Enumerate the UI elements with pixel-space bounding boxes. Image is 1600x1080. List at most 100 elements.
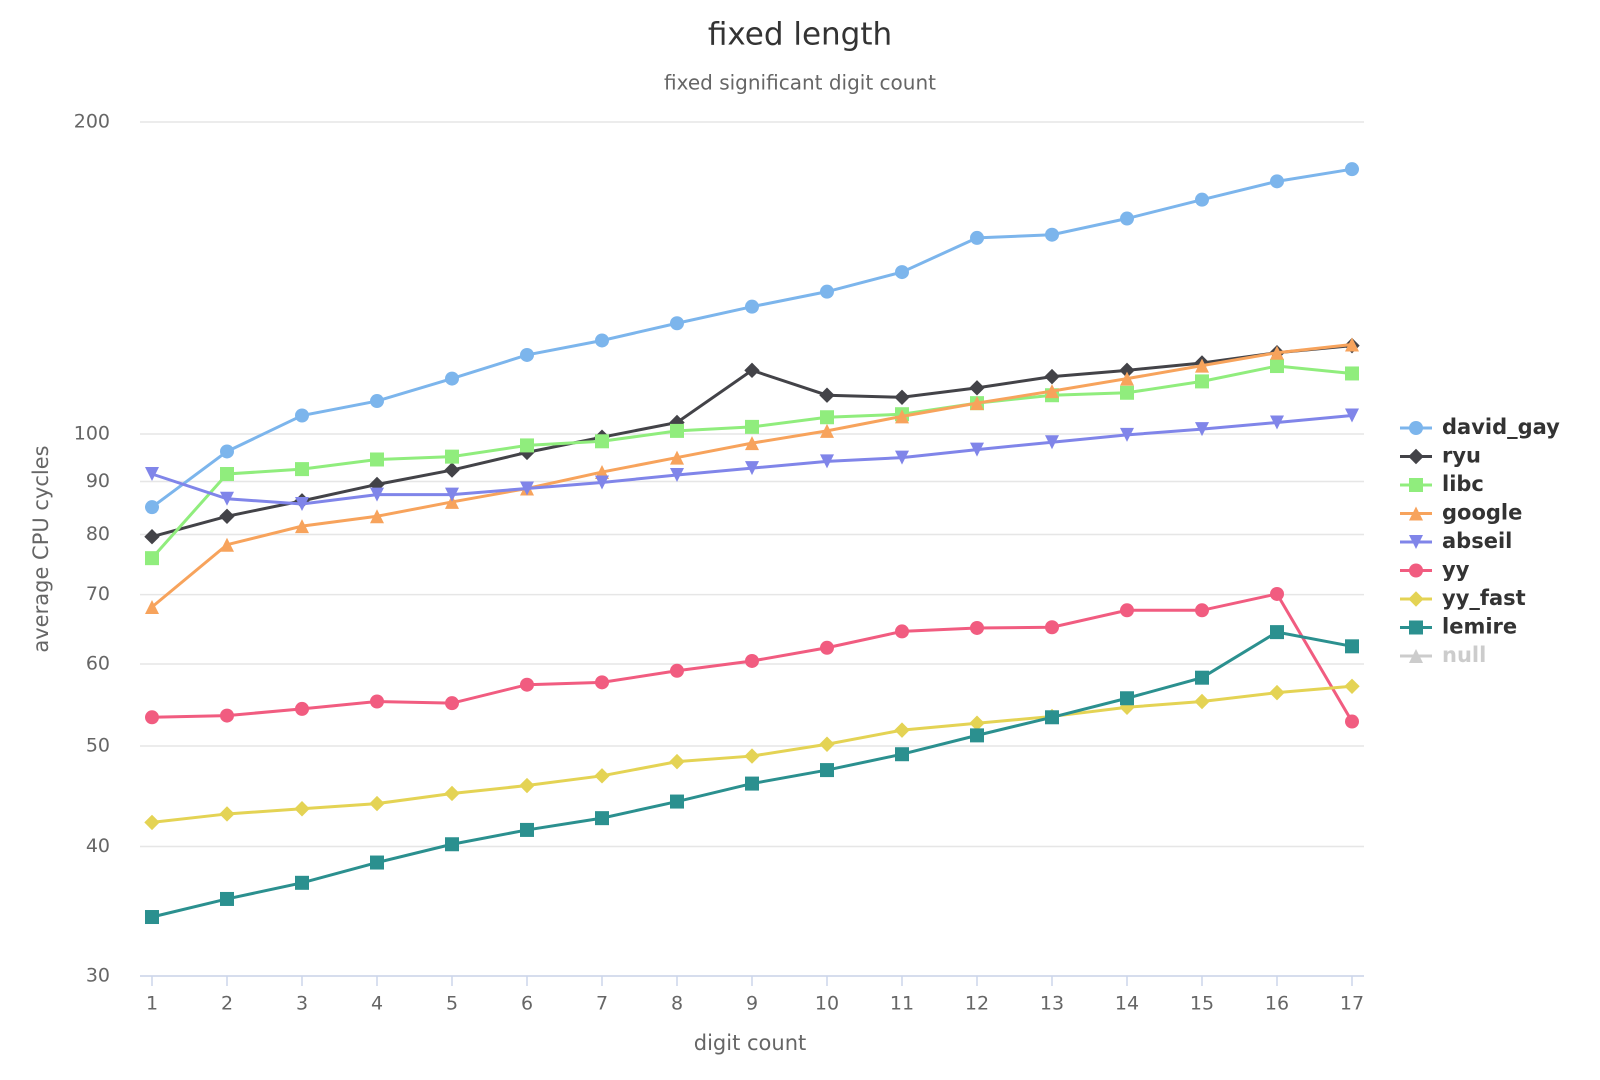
legend-item[interactable]: null — [1400, 643, 1486, 667]
x-tick-label: 7 — [596, 993, 608, 1015]
marker — [1270, 586, 1284, 601]
legend-item[interactable]: ryu — [1400, 444, 1481, 468]
marker — [1045, 620, 1059, 635]
marker — [444, 462, 460, 478]
legend-item[interactable]: lemire — [1400, 615, 1517, 639]
marker — [1409, 649, 1423, 663]
marker — [745, 653, 759, 668]
marker — [670, 316, 684, 331]
marker — [1409, 535, 1423, 549]
marker — [1345, 162, 1359, 177]
marker — [670, 794, 684, 809]
marker — [894, 722, 910, 738]
marker — [1409, 506, 1423, 521]
marker — [445, 494, 459, 509]
y-tick-label: 100 — [74, 423, 110, 445]
marker — [294, 801, 310, 817]
marker — [220, 891, 234, 906]
marker — [1270, 625, 1284, 640]
marker — [445, 696, 459, 711]
marker — [1045, 227, 1059, 242]
marker — [820, 423, 834, 438]
marker — [1119, 362, 1135, 379]
marker — [670, 467, 684, 482]
marker — [370, 394, 384, 409]
x-tick-label: 4 — [371, 993, 383, 1015]
marker — [820, 410, 834, 425]
marker — [445, 487, 459, 502]
marker — [219, 806, 235, 822]
series-line — [151, 167, 1353, 509]
marker — [820, 284, 834, 299]
marker — [895, 265, 909, 280]
marker — [894, 389, 910, 406]
x-tick-label: 17 — [1340, 993, 1364, 1015]
marker — [220, 537, 234, 552]
series — [145, 408, 1359, 512]
legend-label: libc — [1442, 472, 1484, 496]
marker — [1345, 408, 1359, 423]
marker — [1195, 358, 1209, 373]
y-tick-label: 40 — [86, 835, 110, 857]
marker — [1409, 563, 1423, 578]
marker — [1270, 359, 1284, 374]
marker — [669, 753, 685, 770]
marker — [220, 491, 234, 506]
marker — [595, 333, 609, 348]
marker — [670, 423, 684, 438]
x-tick-label: 6 — [521, 993, 533, 1015]
marker — [595, 811, 609, 826]
marker — [744, 748, 760, 764]
marker — [444, 785, 460, 802]
legend-label: ryu — [1442, 444, 1481, 468]
marker — [369, 795, 385, 812]
marker — [745, 461, 759, 476]
marker — [895, 450, 909, 465]
marker — [145, 500, 159, 515]
marker — [1120, 211, 1134, 226]
legend-item[interactable]: abseil — [1400, 529, 1512, 553]
series — [145, 625, 1359, 925]
marker — [970, 620, 984, 635]
x-tick-label: 14 — [1115, 993, 1139, 1015]
marker — [819, 736, 835, 752]
marker — [1195, 374, 1209, 389]
legend-item[interactable]: libc — [1400, 472, 1484, 496]
y-axis-label: average CPU cycles — [29, 445, 53, 652]
marker — [1045, 384, 1059, 399]
legend-item[interactable]: google — [1400, 501, 1522, 525]
marker — [1345, 714, 1359, 729]
marker — [595, 475, 609, 490]
marker — [970, 230, 984, 245]
marker — [295, 497, 309, 512]
x-tick-label: 11 — [890, 993, 914, 1015]
legend-label: david_gay — [1442, 415, 1560, 439]
legend-item[interactable]: david_gay — [1400, 415, 1560, 439]
legend-item[interactable]: yy_fast — [1400, 586, 1526, 610]
x-tick-label: 15 — [1190, 993, 1214, 1015]
marker — [519, 777, 535, 794]
marker — [220, 444, 234, 459]
marker — [1120, 371, 1134, 386]
marker — [1195, 670, 1209, 685]
y-tick-label: 50 — [86, 735, 110, 757]
y-tick-label: 30 — [86, 965, 110, 987]
marker — [895, 624, 909, 639]
y-tick-label: 200 — [74, 111, 110, 133]
marker — [445, 449, 459, 464]
marker — [220, 708, 234, 723]
y-tick-label: 70 — [86, 583, 110, 605]
legend-item[interactable]: yy — [1400, 558, 1470, 582]
marker — [895, 409, 909, 424]
legend-label: yy_fast — [1442, 586, 1526, 610]
marker — [744, 362, 760, 379]
series — [145, 337, 1359, 614]
x-tick-label: 10 — [815, 993, 839, 1015]
marker — [1269, 684, 1285, 701]
marker — [820, 454, 834, 469]
marker — [445, 371, 459, 386]
x-tick-label: 2 — [221, 993, 233, 1015]
marker — [370, 452, 384, 467]
marker — [295, 701, 309, 716]
marker — [1408, 448, 1424, 465]
